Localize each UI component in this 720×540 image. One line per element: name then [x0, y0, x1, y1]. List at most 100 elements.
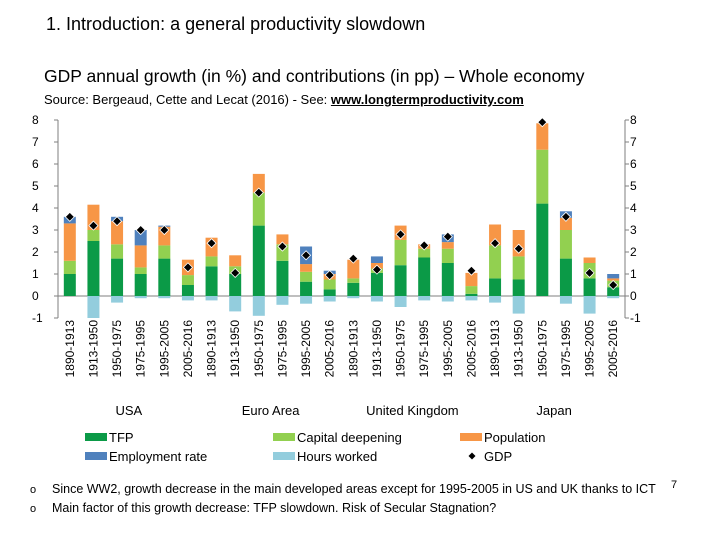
bar-segment-tfp	[205, 266, 218, 296]
bar-segment-population	[607, 278, 620, 281]
bullet-text: Main factor of this growth decrease: TFP…	[52, 501, 497, 515]
bar-segment-population	[111, 221, 124, 245]
bar-segment-capital	[489, 245, 502, 279]
group-label: USA	[116, 403, 143, 418]
bar-segment-hours	[583, 296, 596, 314]
bar-segment-employment	[607, 274, 620, 279]
bar-segment-tfp	[276, 260, 289, 296]
period-label: 2005-2016	[606, 320, 620, 378]
bar-segment-tfp	[370, 272, 383, 296]
bar-segment-population	[465, 272, 478, 287]
bullet-marker: o	[30, 503, 37, 515]
bar-segment-population	[134, 245, 147, 268]
legend-label-hours: Hours worked	[297, 449, 377, 464]
bar-segment-tfp	[252, 225, 265, 296]
gdp-marker	[230, 267, 241, 278]
y-tick-label-left: -1	[32, 311, 43, 325]
period-label: 1913-1950	[86, 320, 100, 378]
bar-segment-capital	[347, 278, 360, 283]
bar-segment-hours	[111, 296, 124, 303]
y-tick-label-left: 5	[32, 179, 39, 193]
bar-segment-tfp	[300, 281, 313, 296]
bullet-item: o Main factor of this growth decrease: T…	[30, 499, 656, 518]
legend-label-population: Population	[484, 430, 545, 445]
bar-segment-capital	[63, 260, 76, 274]
bar-segment-tfp	[465, 293, 478, 296]
bar-segment-tfp	[394, 265, 407, 296]
bar-segment-tfp	[134, 274, 147, 296]
y-tick-label-right: 4	[630, 201, 637, 215]
bar-segment-hours	[158, 296, 171, 299]
bar-segment-hours	[370, 296, 383, 302]
bar-segment-capital	[394, 239, 407, 266]
y-tick-label-right: 5	[630, 179, 637, 193]
bar-segment-capital	[300, 271, 313, 282]
bar-segment-tfp	[229, 274, 242, 296]
period-label: 1890-1913	[488, 320, 502, 378]
legend-label-employment: Employment rate	[109, 449, 207, 464]
y-tick-label-right: 8	[630, 113, 637, 127]
period-label: 1995-2005	[299, 320, 313, 378]
period-label: 1950-1975	[535, 320, 549, 378]
gdp-marker	[419, 240, 430, 251]
gdp-marker	[348, 253, 359, 264]
bar-segment-hours	[347, 296, 360, 299]
gdp-marker	[371, 264, 383, 275]
period-label: 1890-1913	[63, 320, 77, 378]
bar-segment-employment	[370, 256, 383, 263]
y-tick-label-right: 7	[630, 135, 637, 149]
bullet-list: o Since WW2, growth decrease in the main…	[30, 480, 656, 518]
gdp-marker	[584, 267, 595, 278]
bar-segment-tfp	[158, 258, 171, 296]
y-tick-label-right: 1	[630, 267, 637, 281]
period-label: 1913-1950	[370, 320, 384, 378]
y-tick-label-left: 0	[32, 289, 39, 303]
period-label: 1975-1995	[417, 320, 431, 378]
period-label: 1995-2005	[441, 320, 455, 378]
period-label: 1995-2005	[157, 320, 171, 378]
gdp-marker	[442, 231, 453, 242]
page-number: 7	[671, 479, 678, 491]
bar-segment-population	[347, 259, 360, 279]
y-tick-label-left: 6	[32, 157, 39, 171]
bar-segment-tfp	[63, 274, 76, 296]
y-tick-label-left: 3	[32, 223, 39, 237]
bar-segment-hours	[229, 296, 242, 312]
bar-segment-hours	[87, 296, 100, 318]
gdp-marker	[182, 262, 194, 273]
y-tick-label-right: 0	[630, 289, 637, 303]
gdp-marker	[513, 243, 524, 254]
y-tick-label-left: 7	[32, 135, 39, 149]
legend-swatch-tfp	[85, 433, 107, 441]
gdp-marker	[300, 250, 312, 261]
gdp-marker	[253, 187, 264, 198]
source-link[interactable]: www.longtermproductivity.com	[330, 92, 524, 107]
bar-segment-capital	[87, 230, 100, 241]
bar-segment-tfp	[347, 282, 360, 296]
bar-segment-tfp	[607, 287, 620, 296]
y-tick-label-left: 1	[32, 267, 39, 281]
bar-segment-tfp	[536, 203, 549, 296]
period-label: 1950-1975	[110, 320, 124, 378]
source-prefix: Source: Bergeaud, Cette and Lecat (2016)…	[44, 92, 331, 107]
period-label: 1950-1975	[252, 320, 266, 378]
legend-label-gdp: GDP	[484, 449, 512, 464]
gdp-marker	[324, 270, 335, 281]
bar-segment-hours	[441, 296, 454, 302]
bar-segment-hours	[418, 296, 431, 301]
legend-swatch-hours	[273, 452, 295, 460]
period-label: 2005-2016	[323, 320, 337, 378]
y-tick-label-right: -1	[630, 311, 641, 325]
gdp-marker	[277, 241, 288, 252]
bar-segment-population	[252, 173, 265, 193]
bar-segment-hours	[181, 296, 194, 301]
bar-segment-capital	[559, 230, 572, 259]
bar-segment-capital	[465, 286, 478, 294]
y-tick-label-left: 8	[32, 113, 39, 127]
bar-segment-hours	[323, 296, 336, 302]
period-label: 1913-1950	[228, 320, 242, 378]
legend-swatch-population	[460, 433, 482, 441]
bar-segment-tfp	[559, 258, 572, 296]
period-label: 1950-1975	[394, 320, 408, 378]
group-label: Japan	[536, 403, 571, 418]
